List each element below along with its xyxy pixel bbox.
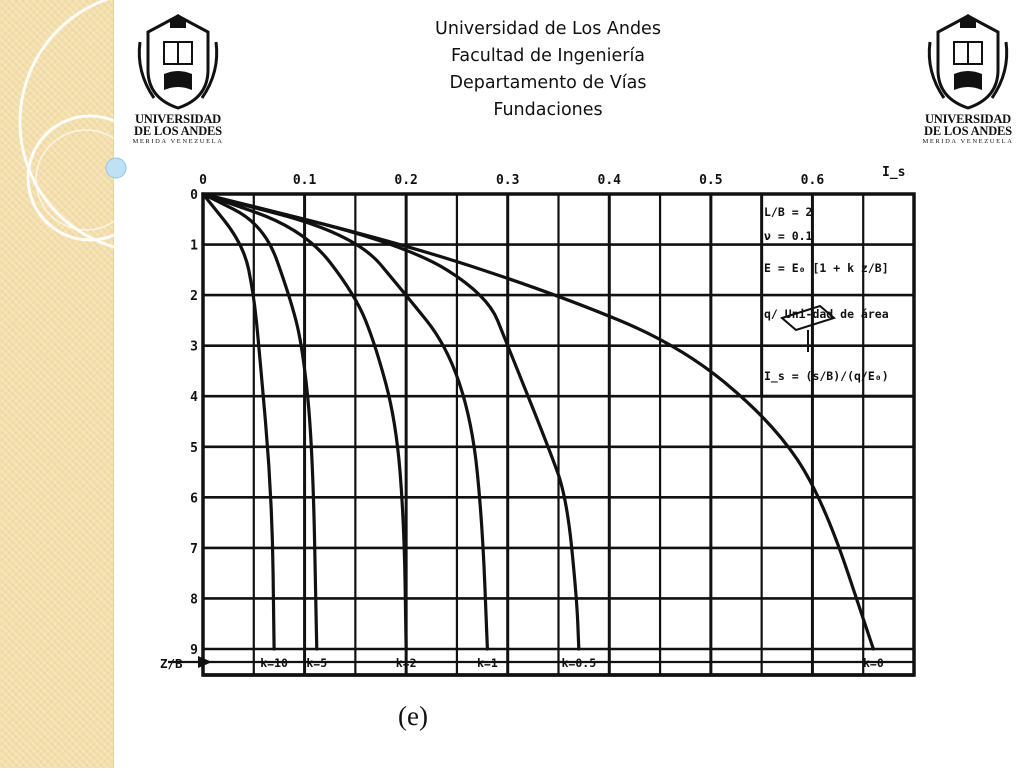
figure-caption: (e): [398, 701, 428, 731]
y-tick-label: 0: [190, 188, 198, 203]
series-label: k=5: [306, 656, 327, 670]
y-tick-label: 8: [190, 592, 198, 607]
y-tick-label: 5: [190, 441, 198, 456]
logo-text-line1: UNIVERSIDAD: [924, 112, 1011, 126]
decorative-circles: [18, 0, 200, 254]
series-line: [201, 192, 581, 651]
x-axis-label: I_s: [882, 165, 905, 180]
y-tick-label: 4: [190, 390, 198, 405]
series-line: [201, 192, 319, 651]
x-tick-label: 0.1: [293, 173, 317, 188]
y-tick-label: 3: [190, 340, 198, 355]
logo-text-line2: DE LOS ANDES: [134, 124, 222, 138]
decorative-dot: [105, 157, 127, 179]
series-label: k=0.5: [562, 656, 597, 670]
university-logo-right: UNIVERSIDAD DE LOS ANDES MERIDA VENEZUEL…: [918, 12, 1018, 152]
header-university: Universidad de Los Andes: [435, 19, 661, 39]
series-line: [201, 192, 408, 651]
footing-sketch: [779, 304, 837, 332]
x-tick-label: 0.2: [394, 173, 417, 188]
x-tick-label: 0: [199, 173, 207, 188]
series-label: k=10: [260, 656, 288, 670]
y-axis-arrow: [198, 656, 212, 668]
y-tick-label: 7: [190, 542, 198, 557]
series-line: [201, 192, 875, 651]
university-logo-left: UNIVERSIDAD DE LOS ANDES MERIDA VENEZUEL…: [128, 12, 228, 152]
logo-text-line2: DE LOS ANDES: [924, 124, 1012, 138]
logo-text-city: MERIDA VENEZUELA: [132, 138, 224, 145]
y-tick-label: 6: [190, 491, 198, 506]
annotation-text: q/ Uni-dad de área: [764, 307, 889, 321]
header-title-block: Universidad de Los Andes Facultad de Ing…: [348, 16, 748, 124]
series-label: k=0: [863, 656, 884, 670]
x-tick-label: 0.6: [801, 173, 825, 188]
series-label: k=1: [477, 656, 498, 670]
x-tick-label: 0.5: [699, 173, 722, 188]
header-course: Fundaciones: [493, 100, 603, 120]
annotation-text: ν = 0.1: [764, 229, 813, 243]
x-tick-label: 0.3: [496, 173, 519, 188]
series-line: [201, 192, 276, 651]
annotation-text: L/B = 2: [764, 205, 812, 219]
series-label: k=2: [396, 656, 417, 670]
logo-text-city: MERIDA VENEZUELA: [922, 138, 1014, 145]
y-tick-label: 9: [190, 643, 198, 658]
y-axis-label: Z/B: [160, 656, 183, 671]
seal-icon: [137, 14, 219, 110]
annotation-text: I_s = (s/B)/(q/E₀): [764, 369, 889, 384]
header-faculty: Facultad de Ingeniería: [450, 46, 646, 66]
seal-icon: [927, 14, 1009, 110]
y-tick-label: 1: [190, 239, 198, 254]
x-tick-label: 0.4: [598, 173, 622, 188]
y-tick-label: 2: [190, 289, 198, 304]
annotation-text: E = E₀ [1 + k z/B]: [764, 261, 889, 275]
header-department: Departamento de Vías: [449, 73, 647, 93]
logo-text-line1: UNIVERSIDAD: [134, 112, 221, 126]
